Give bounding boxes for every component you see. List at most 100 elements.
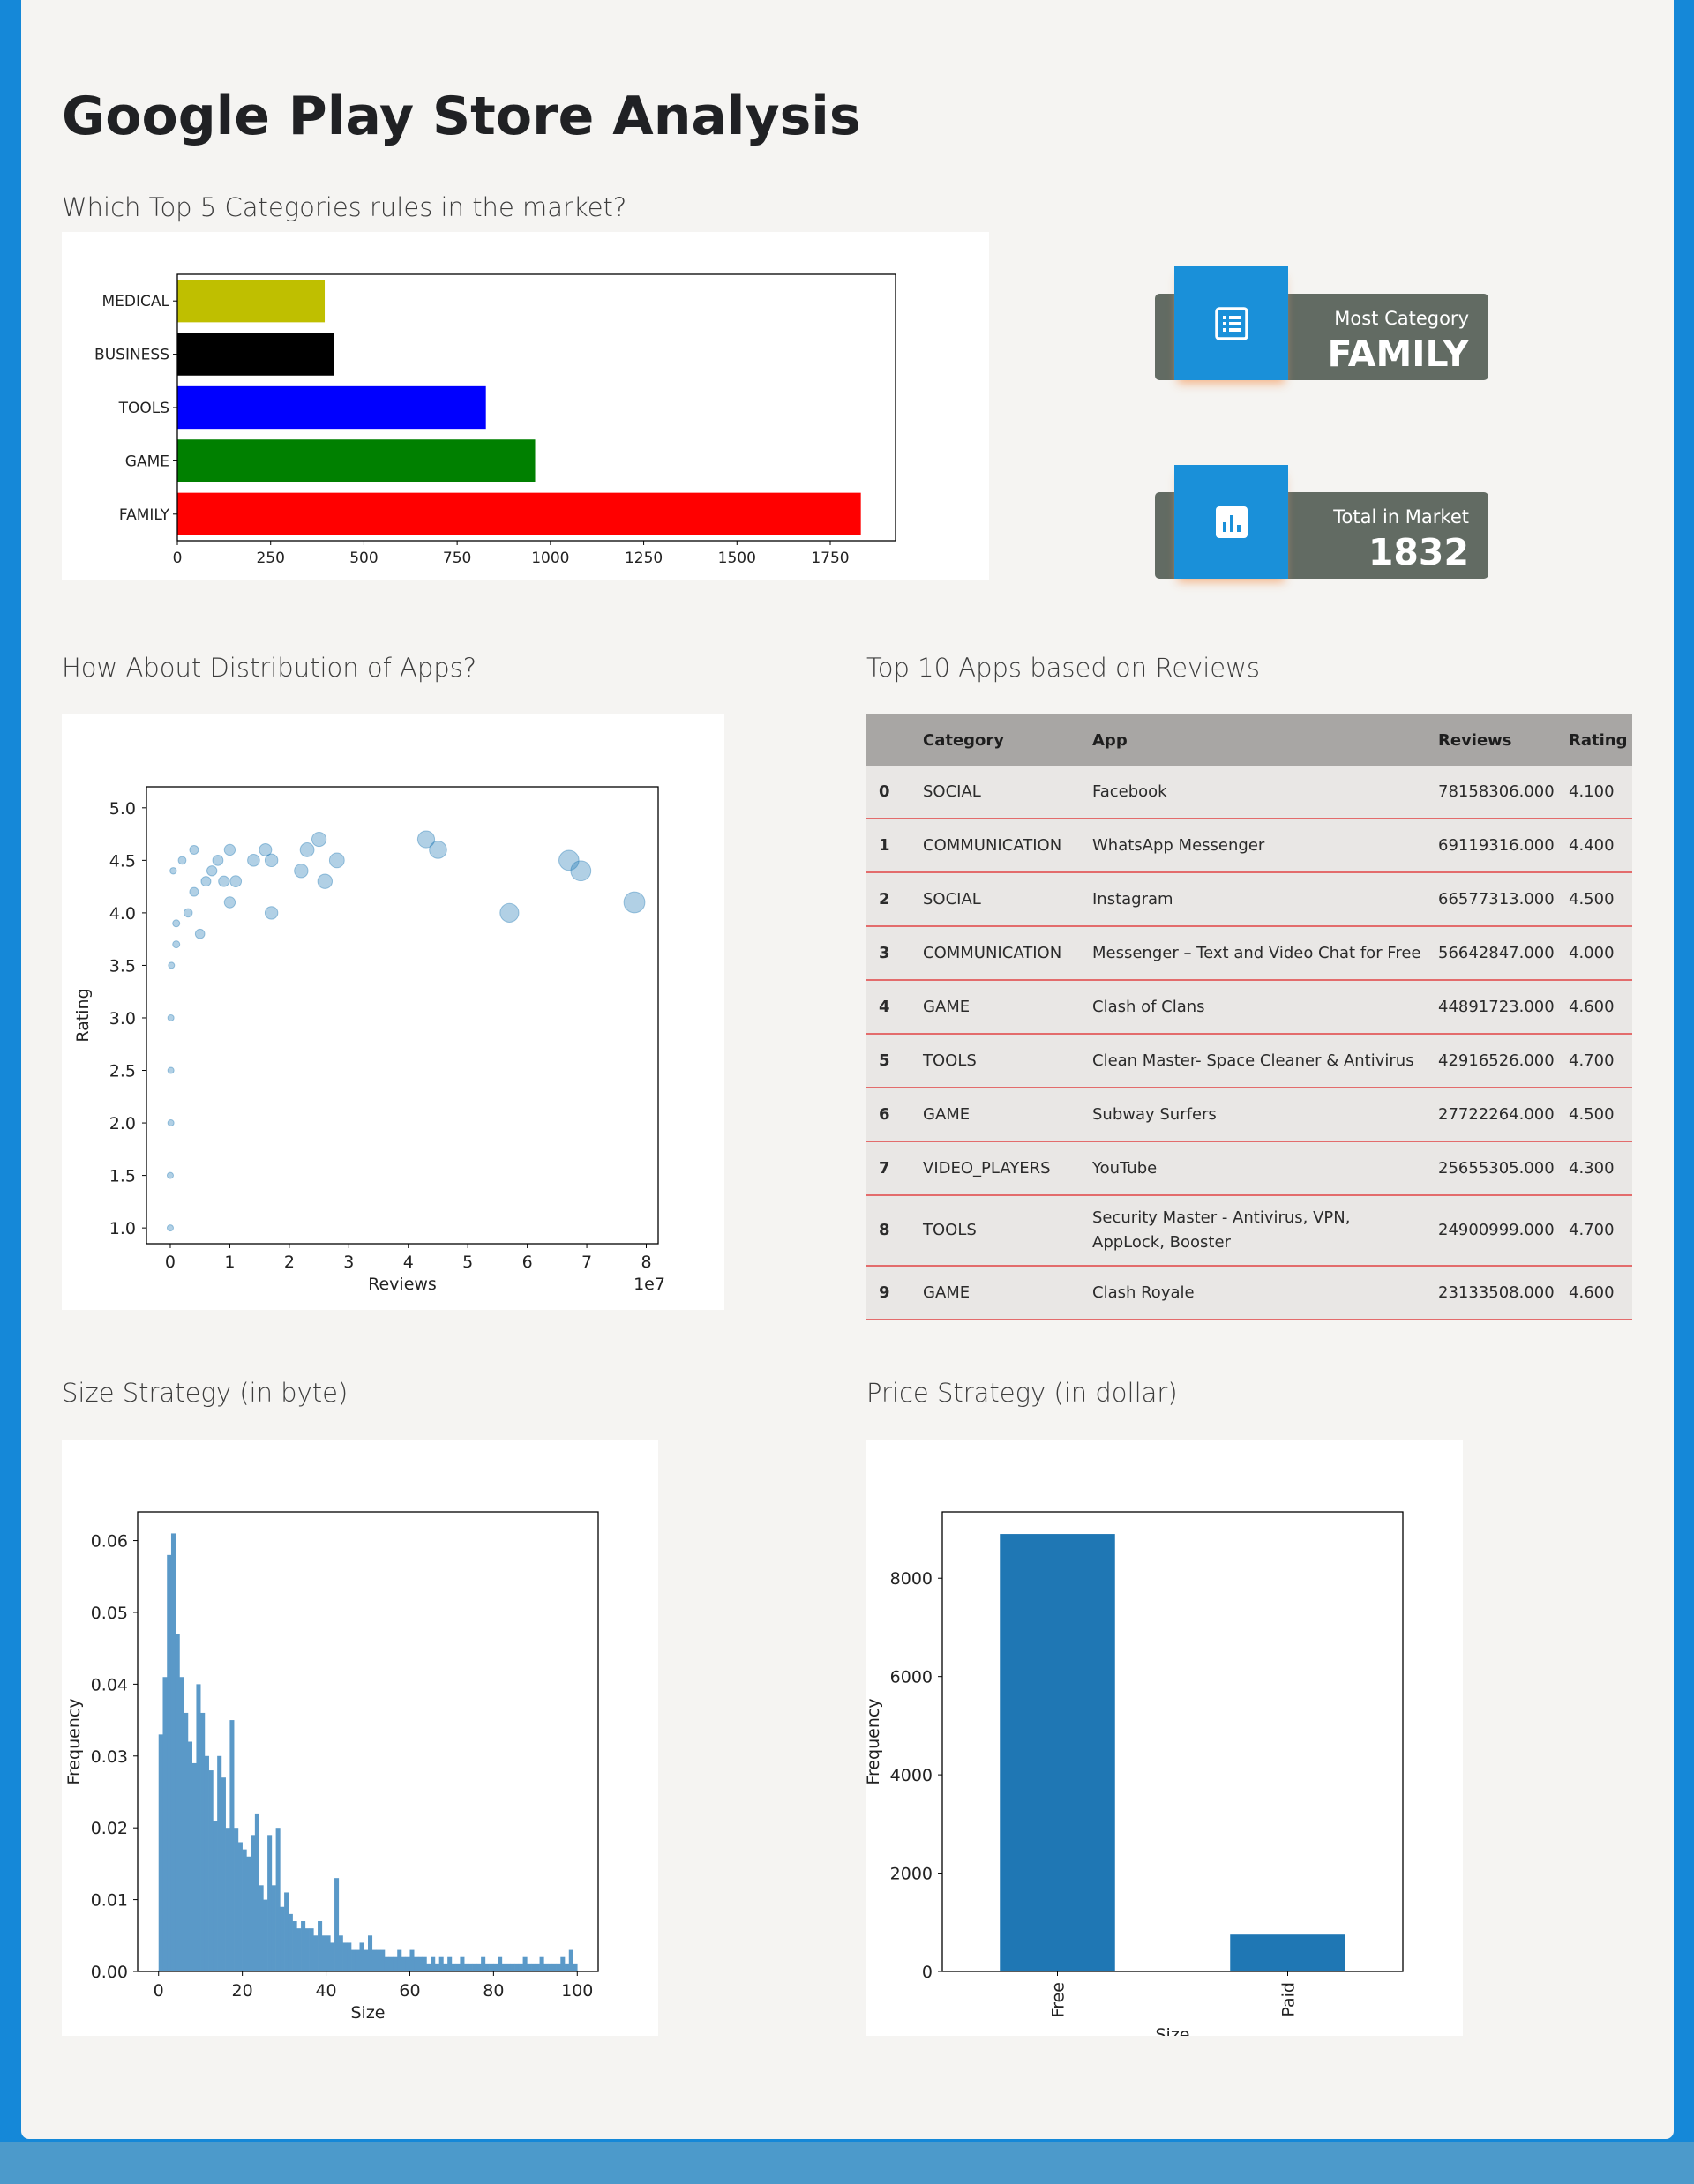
histogram-bar [355,1949,360,1971]
y-tick-label: BUSINESS [94,347,169,364]
scatter-point [311,831,327,848]
histogram-bar [531,1963,536,1971]
row-index: 1 [866,819,911,873]
histogram-bar [259,1885,264,1972]
section-title-top-categories: Which Top 5 Categories rules in the mark… [62,192,627,222]
y-tick-label: 2.5 [109,1062,136,1081]
histogram-bar [371,1949,377,1971]
stat-value: 1832 [1368,531,1469,573]
scatter-point [189,886,199,897]
table-row: 7 VIDEO_PLAYERS YouTube 25655305.000 4.3… [866,1141,1632,1196]
row-category: COMMUNICATION [911,819,1080,873]
scatter-point [223,843,236,856]
x-tick-label: 1250 [625,550,663,567]
row-category: GAME [911,1266,1080,1320]
row-app: Clash of Clans [1080,980,1426,1035]
y-tick-label: 1.5 [109,1167,136,1186]
row-reviews: 27722264.000 [1426,1088,1556,1142]
plot-frame [941,1511,1404,1972]
row-index: 4 [866,980,911,1035]
histogram-bar [267,1835,273,1971]
table-row: 8 TOOLS Security Master - Antivirus, VPN… [866,1195,1632,1267]
top-reviews-table: Category App Reviews Rating 0 SOCIAL Fac… [866,714,1632,1320]
histogram-bar [280,1906,285,1972]
row-reviews: 56642847.000 [1426,926,1556,981]
scatter-point [200,876,212,887]
x-tick-label: 500 [349,550,378,567]
row-app: YouTube [1080,1141,1426,1196]
row-category: SOCIAL [911,766,1080,819]
scatter-point [206,865,218,877]
price-chart-panel: Free Paid 0 2000 4000 6000 8000 Size Frequency [866,1440,1463,2036]
histogram-bar [170,1533,176,1972]
table-header-reviews: Reviews [1426,714,1556,766]
x-tick-label: 0 [173,550,183,567]
table-header-row: Category App Reviews Rating [866,714,1632,766]
histogram-bar [326,1935,331,1971]
top-reviews-table-panel: Category App Reviews Rating 0 SOCIAL Fac… [866,714,1632,1320]
x-tick-label: 5 [462,1253,473,1272]
x-tick-label: 1000 [531,550,569,567]
histogram-bar [229,1720,235,1971]
histogram-bar [288,1913,293,1972]
histogram-bar [568,1949,573,1971]
y-tick-label: 0.06 [91,1532,128,1552]
y-tick-label: 5.0 [109,799,136,819]
histogram-bar [162,1677,168,1972]
histogram-bar [368,1935,373,1971]
histogram-bar [301,1921,306,1971]
table-header-rating: Rating [1556,714,1632,766]
histogram-bar [434,1963,439,1971]
row-app: Security Master - Antivirus, VPN, AppLoc… [1080,1195,1426,1267]
histogram-bar [548,1963,553,1971]
x-tick-label: 6 [522,1253,533,1272]
histogram-bar [221,1777,226,1972]
bar-business [177,333,334,376]
row-category: TOOLS [911,1195,1080,1267]
histogram-bar [565,1963,570,1971]
distribution-scatter-chart: 1.0 1.5 2.0 2.5 3.0 3.5 4.0 4.5 5.0 0 1 2 3 4 5 6 7 8 Revi… [73,786,665,1294]
y-tick-label: 2.0 [109,1114,136,1133]
section-title-size-strategy: Size Strategy (in byte) [62,1378,349,1408]
row-app: Subway Surfers [1080,1088,1426,1142]
scatter-point [168,961,176,969]
y-tick-label: GAME [125,453,169,470]
x-tick-label: 8 [641,1253,651,1272]
histogram-bar [431,1956,436,1971]
x-tick-label: 2 [284,1253,295,1272]
histogram-bar [246,1856,251,1971]
histogram-bar [175,1634,180,1972]
row-reviews: 24900999.000 [1426,1195,1556,1267]
x-tick-label: 100 [561,1981,593,2001]
bar-game [177,439,536,482]
row-category: TOOLS [911,1034,1080,1088]
top-categories-chart-panel: FAMILY GAME TOOLS BUSINESS MEDICAL 0 250 500 750… [62,232,989,580]
plot-frame [146,786,659,1245]
histogram-bar [518,1963,523,1971]
plot-frame [176,273,896,542]
row-index: 2 [866,872,911,927]
x-tick-label: Free [1049,1982,1068,2017]
row-rating: 4.100 [1556,766,1632,819]
x-tick-label: 250 [256,550,284,567]
stat-card-most-category: Most Category FAMILY [1155,266,1488,380]
row-category: GAME [911,980,1080,1035]
row-rating: 4.700 [1556,1195,1632,1267]
table-row: 3 COMMUNICATION Messenger – Text and Vid… [866,926,1632,981]
y-tick-label: 4.5 [109,851,136,871]
table-row: 5 TOOLS Clean Master- Space Cleaner & An… [866,1034,1632,1088]
row-rating: 4.600 [1556,980,1632,1035]
y-tick-label: 3.0 [109,1009,136,1028]
table-row: 0 SOCIAL Facebook 78158306.000 4.100 [866,766,1632,819]
scatter-point [294,864,309,879]
histogram-bar [388,1956,394,1971]
x-tick-label: 0 [165,1253,176,1272]
row-rating: 4.700 [1556,1034,1632,1088]
row-app: WhatsApp Messenger [1080,819,1426,873]
y-tick-label: 8000 [890,1569,933,1589]
scatter-point [247,854,260,867]
histogram-bar [351,1949,356,1971]
table-row: 4 GAME Clash of Clans 44891723.000 4.600 [866,980,1632,1035]
scatter-point [172,919,181,928]
histogram-bar [217,1755,222,1972]
